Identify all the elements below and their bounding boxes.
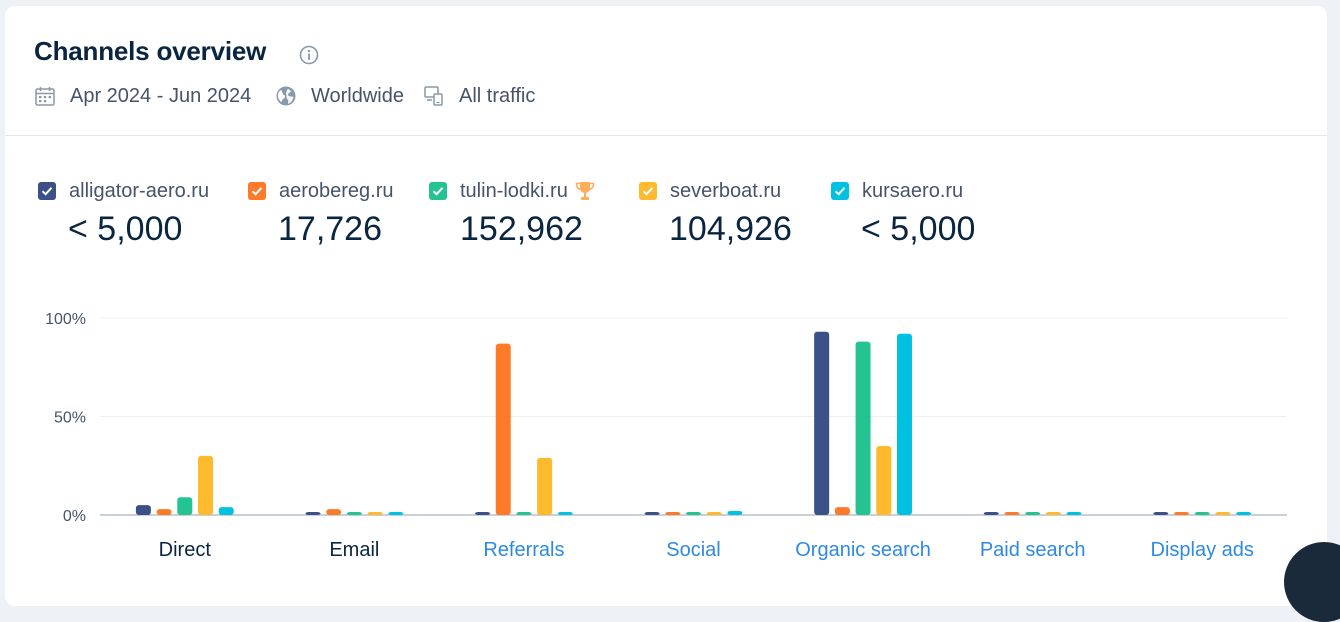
y-tick-label: 50% [54, 410, 86, 427]
y-tick-label: 0% [63, 508, 86, 525]
legend-visits: < 5,000 [861, 210, 976, 248]
devices-icon [424, 86, 443, 106]
date-range-label: Apr 2024 - Jun 2024 [70, 84, 252, 107]
x-tick-label[interactable]: Referrals [483, 539, 564, 561]
bar[interactable] [388, 512, 404, 515]
bar[interactable] [855, 341, 871, 515]
bar[interactable] [218, 507, 234, 515]
checkbox-checked[interactable] [831, 182, 849, 200]
checkbox-checked[interactable] [429, 182, 447, 200]
bar[interactable] [727, 511, 743, 515]
x-tick-label: Direct [159, 539, 212, 561]
date-range-filter[interactable]: Apr 2024 - Jun 2024 [34, 81, 251, 111]
region-filter[interactable]: Worldwide [275, 81, 404, 111]
calendar-icon [35, 87, 55, 106]
legend-visits: 104,926 [669, 210, 792, 248]
legend-visits: 17,726 [278, 210, 382, 248]
traffic-filter[interactable]: All traffic [423, 81, 535, 111]
bar[interactable] [876, 446, 892, 515]
chart-legend: alligator-aero.ru < 5,000 aerobereg.ru 1… [5, 178, 1327, 258]
page-title: Channels overview [34, 36, 267, 66]
bar[interactable] [1004, 512, 1020, 515]
bar[interactable] [896, 333, 912, 515]
x-tick-label: Email [329, 539, 379, 561]
bar[interactable] [557, 512, 573, 515]
bar[interactable] [1025, 512, 1041, 515]
legend-domain: alligator-aero.ru [69, 179, 210, 202]
legend-item-alligator-aero[interactable]: alligator-aero.ru < 5,000 [38, 178, 210, 248]
legend-domain: tulin-lodki.ru [460, 179, 568, 202]
legend-domain: severboat.ru [670, 179, 782, 202]
traffic-label: All traffic [459, 84, 536, 107]
bar[interactable] [367, 512, 383, 515]
legend-domain: kursaero.ru [862, 179, 964, 202]
legend-item-severboat[interactable]: severboat.ru 104,926 [639, 178, 792, 248]
bar[interactable] [1066, 512, 1082, 515]
channels-overview-card: Channels overview Apr 2024 - Jun 2024 [5, 6, 1327, 606]
legend-item-kursaero[interactable]: kursaero.ru < 5,000 [831, 178, 975, 248]
bar[interactable] [686, 512, 701, 515]
bar[interactable] [1174, 512, 1190, 515]
legend-item-aerobereg[interactable]: aerobereg.ru 17,726 [248, 178, 394, 248]
bar[interactable] [814, 331, 830, 515]
checkbox-checked[interactable] [38, 182, 56, 200]
checkbox-checked[interactable] [248, 182, 266, 200]
bar[interactable] [644, 512, 660, 515]
legend-visits: 152,962 [460, 210, 583, 248]
bar[interactable] [1153, 512, 1169, 515]
bar[interactable] [834, 507, 850, 515]
info-icon[interactable] [299, 45, 319, 65]
bar[interactable] [1194, 512, 1210, 515]
legend-item-tulin-lodki[interactable]: tulin-lodki.ru 152,962 [429, 178, 596, 248]
bar[interactable] [983, 512, 999, 515]
bar[interactable] [1236, 512, 1252, 515]
card-header: Channels overview Apr 2024 - Jun 2024 [5, 6, 1327, 136]
bar[interactable] [305, 512, 321, 515]
globe-icon [276, 86, 296, 106]
bar[interactable] [1215, 512, 1231, 515]
trophy-icon [575, 182, 595, 200]
x-tick-label[interactable]: Social [666, 539, 720, 561]
bar[interactable] [475, 512, 491, 515]
bar[interactable] [706, 512, 722, 515]
legend-domain: aerobereg.ru [279, 179, 394, 202]
region-label: Worldwide [311, 84, 404, 107]
x-tick-label[interactable]: Organic search [795, 539, 931, 561]
bar[interactable] [346, 512, 362, 515]
bar[interactable] [326, 509, 342, 515]
bar[interactable] [1045, 512, 1061, 515]
channels-bar-chart: 100% 50% 0% Direct Email Referrals Social Organ… [45, 311, 1287, 561]
y-tick-label: 100% [45, 311, 86, 328]
bar[interactable] [177, 497, 193, 515]
bar[interactable] [197, 455, 213, 515]
bar[interactable] [156, 509, 172, 515]
x-tick-label[interactable]: Display ads [1151, 539, 1254, 561]
bar[interactable] [135, 505, 151, 515]
checkbox-checked[interactable] [639, 182, 657, 200]
bar[interactable] [516, 512, 532, 515]
legend-visits: < 5,000 [68, 210, 183, 248]
bar[interactable] [495, 343, 511, 515]
bar[interactable] [665, 512, 681, 515]
x-tick-label[interactable]: Paid search [980, 539, 1086, 561]
bar[interactable] [537, 457, 553, 515]
